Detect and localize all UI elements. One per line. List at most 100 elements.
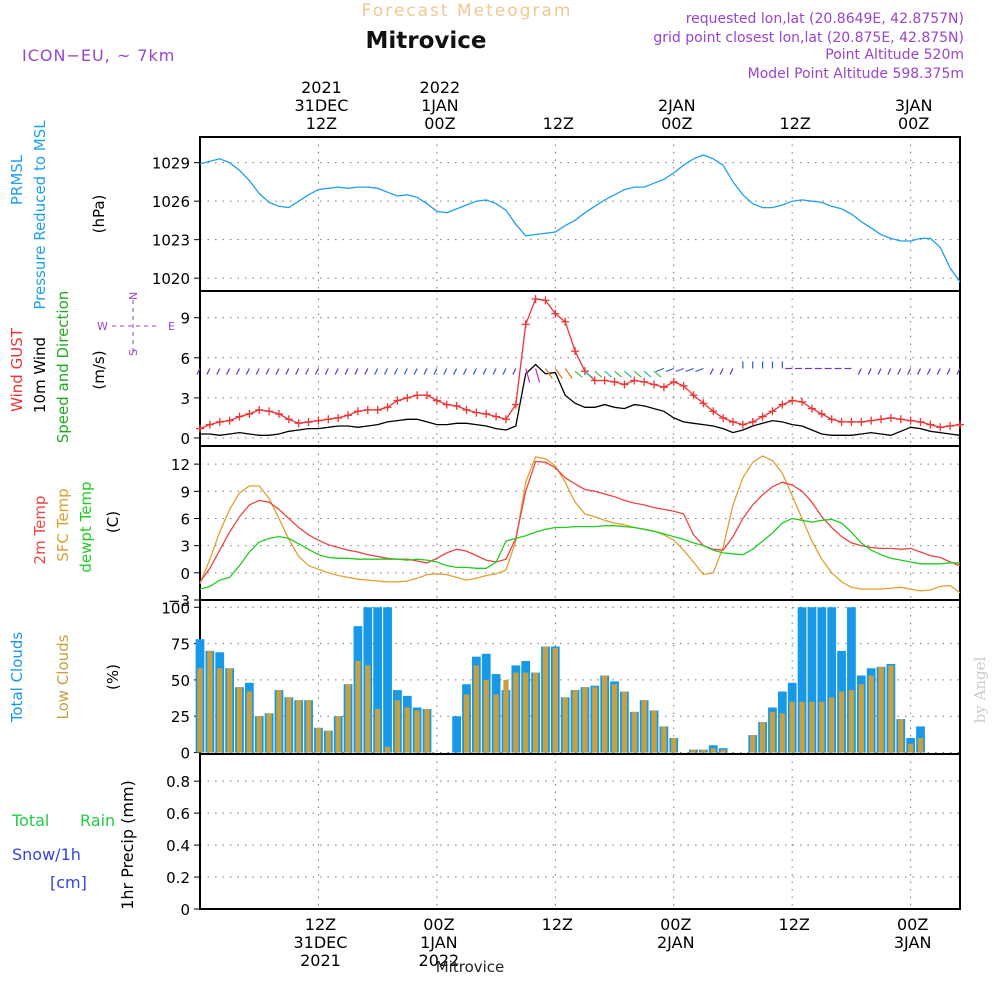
total-clouds-bar bbox=[797, 607, 807, 753]
wind-direction-arrow bbox=[314, 368, 319, 375]
wind-direction-arrow bbox=[364, 368, 369, 375]
low-clouds-bar bbox=[838, 691, 845, 753]
wind-direction-arrow bbox=[594, 370, 603, 378]
low-clouds-bar bbox=[700, 749, 707, 753]
wind-gust-marker bbox=[689, 391, 698, 400]
low-clouds-bar bbox=[759, 722, 766, 753]
axis-label: Wind GUST bbox=[8, 327, 26, 412]
low-clouds-bar bbox=[888, 665, 894, 753]
wind-direction-arrow bbox=[877, 368, 882, 375]
wind-direction-arrow bbox=[584, 370, 593, 378]
low-clouds-bar bbox=[868, 675, 874, 753]
y-tick-label: 0.6 bbox=[166, 805, 190, 823]
y-tick-label: 0.8 bbox=[166, 773, 190, 791]
wind-gust-marker bbox=[699, 399, 708, 408]
low-clouds-bar bbox=[819, 701, 825, 753]
y-tick-label: 9 bbox=[180, 310, 190, 328]
low-clouds-bar bbox=[246, 691, 252, 753]
y-tick-label: 1023 bbox=[152, 232, 190, 250]
wind-direction-arrow bbox=[887, 368, 892, 375]
low-clouds-bar bbox=[809, 701, 815, 753]
bottom-time-label: 00Z bbox=[660, 915, 691, 934]
precip-panel: 0 0.2 0.4 0.6 0.8 bbox=[166, 753, 961, 919]
wind-gust-marker bbox=[590, 376, 599, 385]
wind-direction-arrow bbox=[413, 368, 418, 375]
low-clouds-bar bbox=[355, 661, 361, 753]
low-clouds-bar bbox=[631, 711, 637, 753]
low-clouds-bar bbox=[858, 684, 864, 753]
wind-gust-marker bbox=[600, 376, 609, 385]
wind-gust-marker bbox=[274, 409, 283, 418]
wind-10m-line bbox=[200, 363, 961, 436]
y-tick-label: 25 bbox=[171, 708, 190, 726]
wind-direction-arrow bbox=[502, 368, 507, 375]
low-clouds-bar bbox=[799, 701, 805, 753]
total-clouds-bar bbox=[847, 607, 856, 753]
low-clouds-bar bbox=[582, 687, 588, 753]
total-clouds-bar bbox=[807, 607, 817, 753]
low-clouds-bar bbox=[542, 646, 549, 753]
wind-gust-marker bbox=[501, 415, 510, 424]
wind-gust-marker bbox=[284, 415, 293, 424]
grid-point-coords: grid point closest lon,lat (20.875E, 42.… bbox=[653, 30, 964, 46]
wind-direction-arrow bbox=[624, 370, 632, 378]
wind-gust-marker bbox=[728, 417, 737, 426]
wind-direction-arrow bbox=[675, 367, 684, 373]
sfc-temp-line bbox=[199, 455, 961, 594]
low-clouds-bar bbox=[286, 697, 292, 753]
low-clouds-bar bbox=[572, 690, 578, 753]
low-clouds-bar bbox=[217, 668, 223, 753]
low-clouds-bar bbox=[829, 697, 835, 753]
wind-gust-marker bbox=[492, 412, 501, 421]
y-tick-label: −3 bbox=[168, 592, 190, 610]
low-clouds-bar bbox=[898, 719, 904, 753]
low-clouds-bar bbox=[414, 710, 420, 753]
clouds-frame bbox=[199, 599, 961, 755]
top-time-label: 1JAN bbox=[421, 96, 459, 115]
wind-gust-marker bbox=[482, 409, 491, 418]
wind-direction-arrow bbox=[374, 368, 379, 375]
wind-direction-arrow bbox=[907, 368, 912, 375]
wind-gust-marker bbox=[807, 404, 816, 413]
wind-gust-marker bbox=[334, 413, 343, 422]
low-clouds-bar bbox=[917, 738, 924, 753]
low-clouds-bar bbox=[305, 700, 312, 753]
low-clouds-bar bbox=[276, 690, 282, 753]
wind-direction-arrow bbox=[235, 368, 241, 375]
compass-rose: W E N S bbox=[97, 292, 175, 356]
total-clouds-bar bbox=[827, 607, 837, 753]
wind-direction-arrow bbox=[275, 368, 280, 375]
wind-gust-marker bbox=[452, 401, 461, 410]
y-tick-label: 0.2 bbox=[166, 869, 190, 887]
low-clouds-bar bbox=[483, 679, 489, 753]
y-tick-label: 1029 bbox=[152, 155, 190, 173]
location-title: Mitrovice bbox=[365, 28, 486, 54]
wind-direction-arrow bbox=[633, 370, 642, 378]
wind-direction-arrow bbox=[196, 368, 201, 375]
wind-gust-marker bbox=[926, 420, 935, 429]
pressure-frame bbox=[199, 136, 961, 292]
wind-gust-marker bbox=[403, 393, 412, 402]
wind-gust-marker bbox=[650, 380, 659, 389]
low-clouds-bar bbox=[226, 668, 233, 753]
low-clouds-bar bbox=[375, 708, 381, 753]
precip-frame bbox=[199, 753, 961, 910]
bottom-time-label: 3JAN bbox=[894, 933, 932, 952]
y-tick-label: 100 bbox=[161, 599, 190, 617]
y-tick-label: 3 bbox=[180, 538, 190, 556]
bottom-time-label: 2022 bbox=[419, 951, 460, 970]
wind-gust-marker bbox=[304, 417, 313, 426]
top-time-label: 00Z bbox=[661, 114, 692, 133]
pressure-line bbox=[199, 154, 961, 283]
y-tick-label: 50 bbox=[171, 672, 190, 690]
axis-label: 1hr Precip (mm) bbox=[118, 780, 137, 910]
wind-gust-marker bbox=[817, 409, 826, 418]
wind-gust-marker bbox=[225, 416, 234, 425]
chart-title: Forecast Meteogram bbox=[362, 1, 573, 21]
wind-gust-marker bbox=[798, 397, 807, 406]
wind-direction-arrow bbox=[462, 368, 468, 375]
low-clouds-bar bbox=[394, 700, 401, 753]
wind-gust-marker bbox=[255, 405, 264, 414]
precip-cm-label: [cm] bbox=[50, 873, 87, 892]
